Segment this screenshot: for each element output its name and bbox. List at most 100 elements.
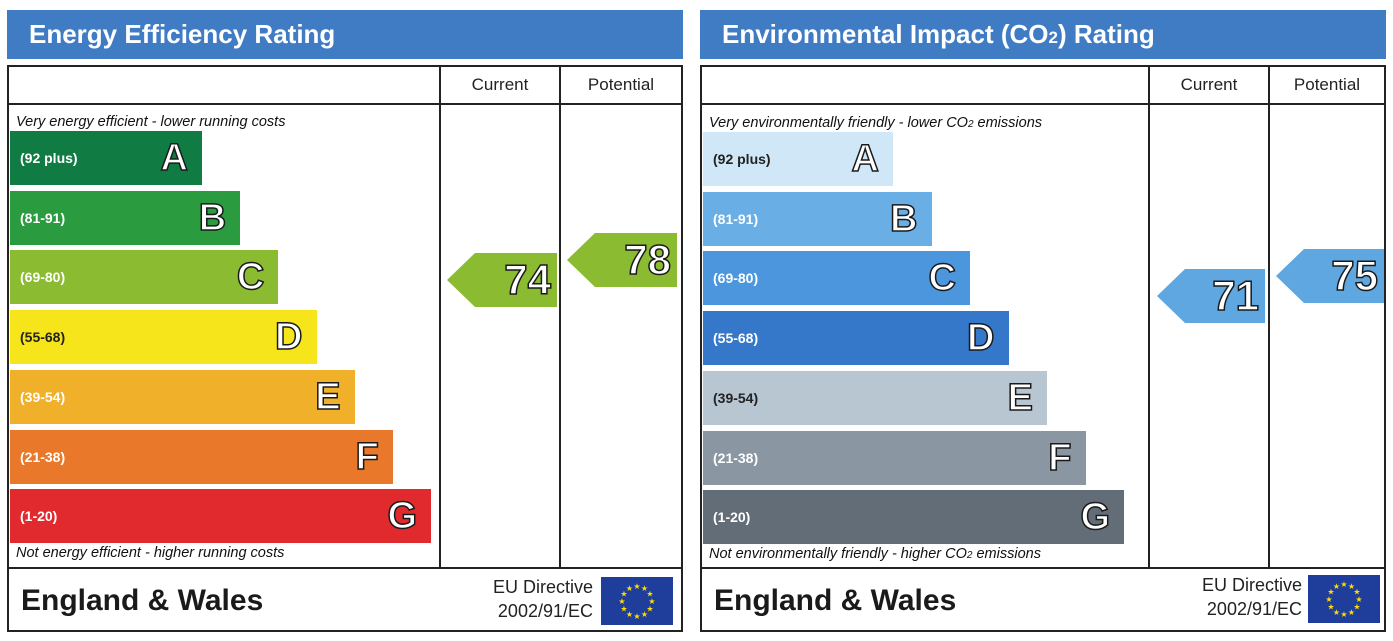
potential-arrow-shape: [567, 233, 677, 288]
top-note: Very energy efficient - lower running co…: [16, 114, 286, 130]
potential-rating-value: 75: [1331, 252, 1379, 301]
bottom-note-main: Not environmentally friendly - higher CO: [709, 546, 967, 562]
band-d: (55-68) D: [10, 310, 317, 365]
band-a: (92 plus) A: [10, 131, 202, 185]
title-end: ) Rating: [1057, 19, 1155, 49]
eu-star: ★: [626, 610, 633, 619]
band-c: (69-80) C: [703, 251, 970, 306]
eu-directive-line1: EU Directive: [1201, 575, 1302, 595]
current-rating-arrow: 71: [1157, 269, 1265, 324]
bottom-note: Not energy efficient - higher running co…: [16, 545, 285, 561]
potential-arrow-shape: [1276, 249, 1384, 304]
band-d: (55-68) D: [703, 311, 1009, 366]
current-arrow-shape: [447, 253, 557, 308]
eu-star: ★: [620, 605, 627, 614]
eu-flag-icon: ★ ★ ★ ★ ★ ★ ★ ★ ★ ★ ★ ★: [601, 577, 673, 625]
energy-efficiency-panel: Energy Efficiency Rating Current Potenti…: [7, 10, 683, 632]
eu-star: ★: [1340, 610, 1347, 619]
current-arrow-shape: [1157, 269, 1265, 324]
band-f: (21-38) F: [10, 429, 393, 484]
eu-directive-line2: 2002/91/EC: [497, 601, 593, 621]
current-column-header: Current: [1180, 75, 1238, 94]
environmental-impact-panel: Environmental Impact (CO2) Rating Curren…: [700, 10, 1386, 632]
eu-directive-line1: EU Directive: [492, 577, 593, 597]
bottom-note-subscript: 2: [966, 550, 973, 561]
band-range-label: (55-68): [20, 329, 66, 346]
potential-column-header: Potential: [587, 75, 655, 94]
band-b: (81-91) B: [703, 191, 932, 246]
band-range-label: (1-20): [20, 508, 58, 525]
band-range-label: (21-38): [20, 448, 66, 465]
title-subscript: 2: [1048, 28, 1058, 47]
band-letter: C: [236, 256, 265, 300]
top-note-main: Very environmentally friendly - lower CO: [709, 115, 968, 131]
title-main: Environmental Impact (CO: [722, 19, 1049, 49]
band-range-label: (39-54): [20, 388, 66, 405]
band-c: (69-80) C: [10, 250, 279, 305]
band-letter: A: [160, 136, 189, 180]
top-note-end: emissions: [973, 115, 1043, 131]
eu-flag-icon: ★ ★ ★ ★ ★ ★ ★ ★ ★ ★ ★ ★: [1308, 575, 1380, 623]
eu-directive-line2: 2002/91/EC: [1206, 599, 1302, 619]
footer-divider: [702, 567, 1384, 569]
band-f: (21-38) F: [703, 430, 1086, 485]
bottom-note: Not environmentally friendly - higher CO…: [709, 546, 1041, 562]
band-letter: D: [274, 315, 303, 359]
region-label: England & Wales: [714, 584, 957, 617]
environmental-impact-chart: Current Potential Very environmentally f…: [700, 65, 1386, 632]
footer-divider: [9, 567, 681, 569]
header-divider: [702, 103, 1384, 105]
top-note: Very environmentally friendly - lower CO…: [709, 115, 1042, 131]
band-g: (1-20) G: [10, 489, 431, 544]
eu-star: ★: [648, 597, 655, 606]
eu-star: ★: [1340, 580, 1347, 589]
eu-star: ★: [1327, 588, 1334, 597]
region-label: England & Wales: [21, 584, 264, 617]
eu-star: ★: [641, 610, 648, 619]
potential-rating-value: 78: [624, 236, 672, 285]
band-range-label: (69-80): [713, 270, 759, 287]
eu-star: ★: [1333, 608, 1340, 617]
current-column-divider: [1148, 67, 1150, 567]
band-letter: F: [1048, 436, 1073, 480]
current-arrow-polygon: [447, 253, 557, 308]
band-range-label: (55-68): [713, 330, 759, 347]
band-letter: E: [1007, 376, 1034, 420]
band-letter: G: [1080, 495, 1111, 539]
potential-arrow-polygon: [1276, 249, 1384, 304]
current-rating-value: 74: [504, 256, 552, 305]
energy-efficiency-chart: Current Potential Very energy efficient …: [7, 65, 683, 632]
band-letter: E: [315, 375, 342, 419]
current-rating-value: 71: [1212, 271, 1260, 320]
current-column-header: Current: [471, 75, 529, 94]
eu-directive-text: EU Directive 2002/91/EC: [1202, 573, 1302, 621]
current-column-divider: [439, 67, 441, 567]
band-letter: A: [851, 137, 880, 181]
eu-star: ★: [646, 590, 653, 599]
eu-star: ★: [1348, 608, 1355, 617]
potential-rating-arrow: 75: [1276, 249, 1384, 304]
band-range-label: (1-20): [713, 509, 751, 526]
potential-rating-arrow: 78: [567, 233, 677, 288]
band-range-label: (92 plus): [713, 151, 771, 167]
potential-column-header: Potential: [1293, 75, 1361, 94]
potential-arrow-polygon: [567, 233, 677, 288]
eu-star: ★: [1348, 582, 1355, 591]
bottom-note-end: emissions: [972, 546, 1041, 562]
band-a: (92 plus) A: [703, 132, 893, 186]
band-range-label: (69-80): [20, 269, 66, 286]
band-range-label: (81-91): [713, 210, 759, 227]
eu-star: ★: [641, 584, 648, 593]
eu-star: ★: [1333, 582, 1340, 591]
current-arrow-polygon: [1157, 269, 1265, 324]
band-range-label: (21-38): [713, 449, 759, 466]
band-letter: B: [198, 196, 227, 240]
band-b: (81-91) B: [10, 190, 241, 245]
eu-star: ★: [633, 582, 640, 591]
band-range-label: (81-91): [20, 209, 66, 226]
current-rating-arrow: 74: [447, 253, 557, 308]
band-letter: G: [387, 494, 418, 538]
band-letter: B: [889, 197, 918, 241]
eu-star: ★: [1325, 595, 1332, 604]
eu-star: ★: [626, 584, 633, 593]
